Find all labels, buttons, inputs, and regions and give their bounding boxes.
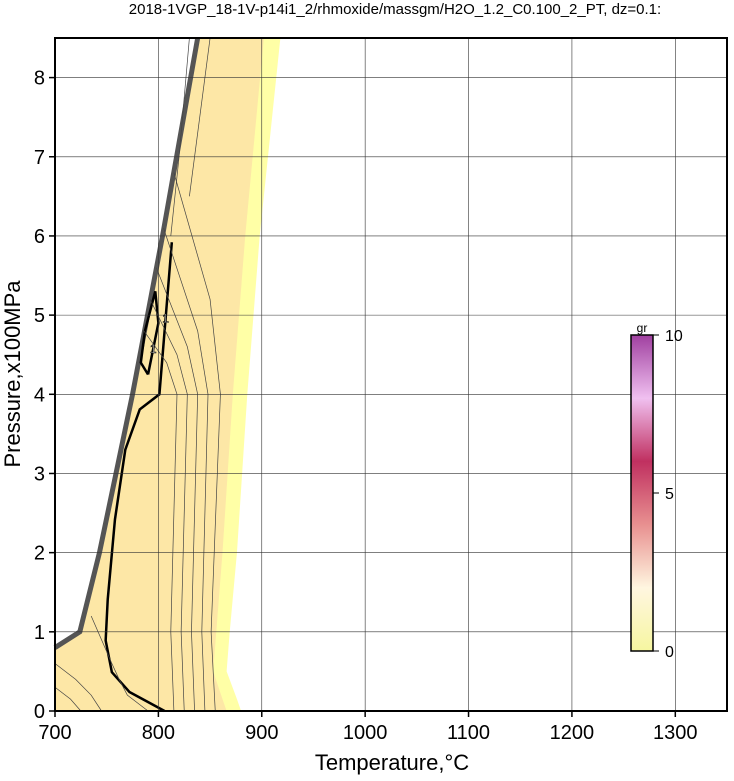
x-tick-label: 700 — [38, 722, 71, 744]
contour-label: 1 — [150, 342, 157, 356]
contour-line — [90, 615, 149, 712]
y-tick-label: 4 — [34, 384, 45, 406]
x-tick-label: 1200 — [550, 722, 595, 744]
chart-title: 2018-1VGP_18-1V-p14i1_2/rhmoxide/massgm/… — [129, 1, 661, 18]
x-tick-label: 1300 — [653, 722, 698, 744]
field-region — [55, 38, 264, 711]
y-tick-label: 0 — [34, 701, 45, 723]
contour-line-labeled — [139, 291, 160, 376]
contour-line — [54, 686, 82, 712]
y-tick-label: 7 — [34, 147, 45, 169]
colorbar-label: gr — [637, 321, 648, 335]
y-tick-label: 1 — [34, 622, 45, 644]
contour-line — [189, 37, 211, 197]
y-axis-label: Pressure,x100MPa — [0, 280, 25, 468]
y-tick-label: 3 — [34, 463, 45, 485]
x-tick-label: 800 — [142, 722, 175, 744]
y-tick-label: 6 — [34, 226, 45, 248]
x-tick-label: 900 — [245, 722, 278, 744]
colorbar-tick-label: 10 — [665, 328, 683, 345]
x-axis-label: Temperature,°C — [315, 750, 469, 775]
y-tick-label: 2 — [34, 543, 45, 565]
x-tick-label: 1000 — [343, 722, 388, 744]
colorbar-tick-label: 5 — [665, 486, 674, 503]
x-tick-label: 1100 — [447, 722, 490, 744]
plot-frame — [54, 37, 728, 712]
contour-label: 1 — [162, 311, 169, 325]
y-tick-label: 8 — [34, 68, 45, 90]
colorbar — [630, 334, 654, 652]
colorbar-tick-label: 0 — [665, 644, 674, 661]
contour-line — [54, 663, 102, 712]
y-tick-label: 5 — [34, 305, 45, 327]
